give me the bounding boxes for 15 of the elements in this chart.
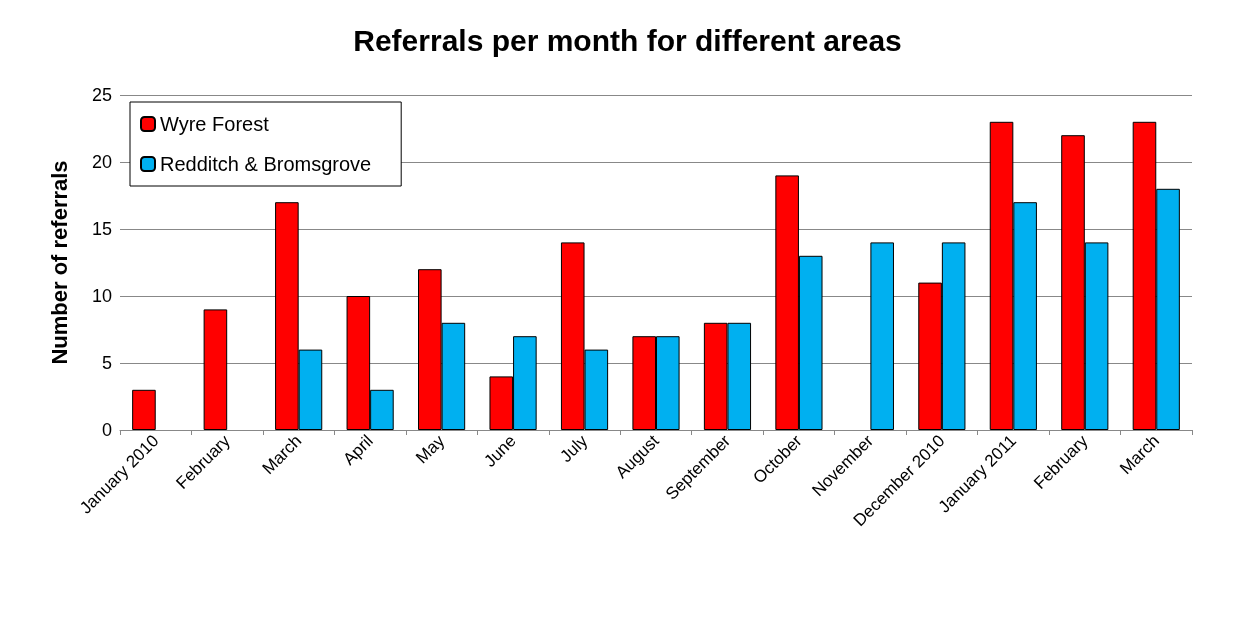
legend-label: Redditch & Bromsgrove bbox=[160, 153, 372, 175]
y-tick-label: 0 bbox=[101, 420, 112, 440]
y-tick-label: 5 bbox=[101, 353, 112, 373]
y-tick-label: 15 bbox=[91, 219, 112, 239]
y-tick-label: 20 bbox=[91, 152, 112, 172]
y-axis-title: Number of referrals bbox=[46, 160, 72, 365]
legend-label: Wyre Forest bbox=[160, 113, 270, 135]
bar bbox=[203, 309, 228, 430]
bar bbox=[870, 242, 894, 430]
bar bbox=[132, 389, 156, 430]
y-tick-label: 10 bbox=[91, 286, 112, 306]
y-tick-label: 25 bbox=[91, 85, 112, 105]
chart-title: Referrals per month for different areas bbox=[353, 23, 902, 57]
x-tick-label: May bbox=[412, 430, 449, 468]
x-tick-label: July bbox=[556, 430, 592, 467]
